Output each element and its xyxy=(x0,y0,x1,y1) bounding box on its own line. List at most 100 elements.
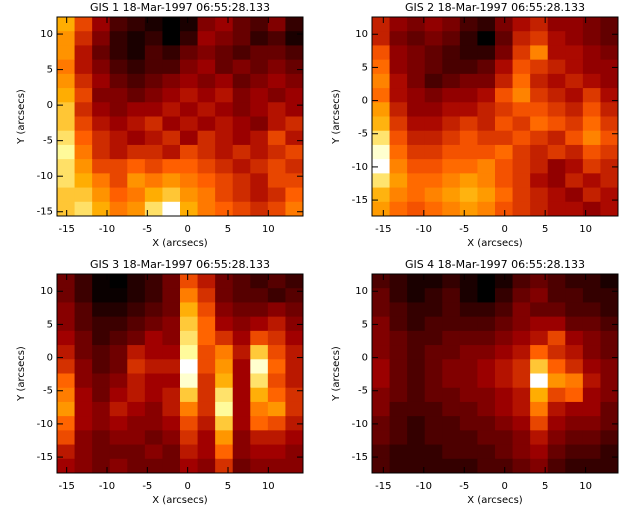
heatmap-cell xyxy=(389,187,408,203)
heatmap-cell xyxy=(600,316,619,332)
heatmap-cell xyxy=(285,187,304,203)
heatmap-cell xyxy=(92,88,111,103)
heatmap-cell xyxy=(372,345,391,360)
heatmap-cell xyxy=(180,401,199,417)
y-tick-label: -15 xyxy=(352,195,368,206)
heatmap-cell xyxy=(267,159,286,174)
heatmap-cell xyxy=(582,444,601,460)
heatmap-cell xyxy=(530,17,549,32)
x-axis-label: X (arcsecs) xyxy=(467,495,523,506)
heatmap-cell xyxy=(547,59,566,75)
heatmap-cell xyxy=(127,345,146,360)
heatmap-cell xyxy=(197,302,216,318)
heatmap-cell xyxy=(512,330,531,346)
heatmap-cell xyxy=(127,144,146,160)
heatmap-cell xyxy=(285,17,304,32)
heatmap-cell xyxy=(74,458,93,474)
heatmap-cell xyxy=(407,288,426,303)
heatmap-cell xyxy=(215,316,234,332)
heatmap-cell xyxy=(127,88,146,103)
heatmap-cell xyxy=(74,316,93,332)
y-tick-label: 10 xyxy=(355,29,368,40)
heatmap-cell xyxy=(127,373,146,389)
heatmap-cell xyxy=(250,316,269,332)
heatmap-cell xyxy=(407,173,426,189)
heatmap-cell xyxy=(267,187,286,203)
heatmap-cell xyxy=(547,187,566,203)
heatmap-cell xyxy=(74,102,93,117)
heatmap-cell xyxy=(424,330,443,346)
y-tick-label: 0 xyxy=(47,353,53,364)
heatmap-cell xyxy=(74,430,93,446)
heatmap-cell xyxy=(530,373,549,389)
x-tick-label: -5 xyxy=(459,481,469,492)
heatmap-cell xyxy=(57,73,76,89)
heatmap-cell xyxy=(547,102,566,117)
heatmap-cell xyxy=(372,458,391,474)
heatmap-cell xyxy=(407,31,426,46)
heatmap-cell xyxy=(582,416,601,431)
heatmap-cell xyxy=(442,373,461,389)
heatmap-cell xyxy=(407,159,426,174)
heatmap-cell xyxy=(162,116,181,132)
heatmap-cell xyxy=(162,144,181,160)
y-tick-label: 10 xyxy=(355,286,368,297)
heatmap-cell xyxy=(197,159,216,174)
heatmap-cell xyxy=(477,330,496,346)
heatmap-cell xyxy=(127,416,146,431)
heatmap-cell xyxy=(530,45,549,61)
heatmap-cell xyxy=(197,144,216,160)
heatmap-cell xyxy=(215,159,234,174)
heatmap-cell xyxy=(372,359,391,374)
heatmap-cell xyxy=(74,345,93,360)
heatmap-cell xyxy=(582,159,601,174)
heatmap-cell xyxy=(477,102,496,117)
heatmap-cell xyxy=(127,17,146,32)
heatmap-cell xyxy=(74,88,93,103)
heatmap-cell xyxy=(180,458,199,474)
heatmap-cell xyxy=(144,31,163,46)
heatmap-cell xyxy=(180,387,199,403)
heatmap-cell xyxy=(565,102,584,117)
heatmap-cell xyxy=(389,444,408,460)
heatmap-cell xyxy=(250,345,269,360)
heatmap-cell xyxy=(547,387,566,403)
heatmap-cell xyxy=(530,302,549,318)
heatmap-cell xyxy=(57,201,76,217)
heatmap-cell xyxy=(144,288,163,303)
heatmap-cell xyxy=(267,130,286,146)
heatmap-cell xyxy=(424,73,443,89)
heatmap-cell xyxy=(565,401,584,417)
heatmap-cell xyxy=(92,288,111,303)
y-tick-label: 10 xyxy=(40,29,53,40)
heatmap-cell xyxy=(582,316,601,332)
heatmap-cell xyxy=(285,444,304,460)
heatmap-cell xyxy=(372,88,391,103)
heatmap-cell xyxy=(407,430,426,446)
heatmap-cell xyxy=(144,345,163,360)
heatmap-cell xyxy=(442,88,461,103)
heatmap-cell xyxy=(565,345,584,360)
heatmap-cell xyxy=(389,130,408,146)
heatmap-cell xyxy=(162,102,181,117)
heatmap-cell xyxy=(424,45,443,61)
heatmap-cell xyxy=(372,116,391,132)
heatmap-cell xyxy=(92,73,111,89)
heatmap-cell xyxy=(215,17,234,32)
heatmap-cell xyxy=(250,144,269,160)
heatmap-cell xyxy=(582,17,601,32)
heatmap-cell xyxy=(512,444,531,460)
heatmap-cell xyxy=(459,31,478,46)
heatmap-cell xyxy=(232,187,251,203)
x-tick-label: -15 xyxy=(375,481,391,492)
heatmap-cell xyxy=(424,416,443,431)
heatmap-cell xyxy=(530,444,549,460)
heatmap-cell xyxy=(372,430,391,446)
heatmap-cell xyxy=(250,45,269,61)
x-tick-label: 5 xyxy=(542,224,548,235)
heatmap-cell xyxy=(162,31,181,46)
x-tick-label: -15 xyxy=(375,224,391,235)
heatmap-cell xyxy=(389,159,408,174)
heatmap-cell xyxy=(547,458,566,474)
heatmap-cell xyxy=(144,88,163,103)
